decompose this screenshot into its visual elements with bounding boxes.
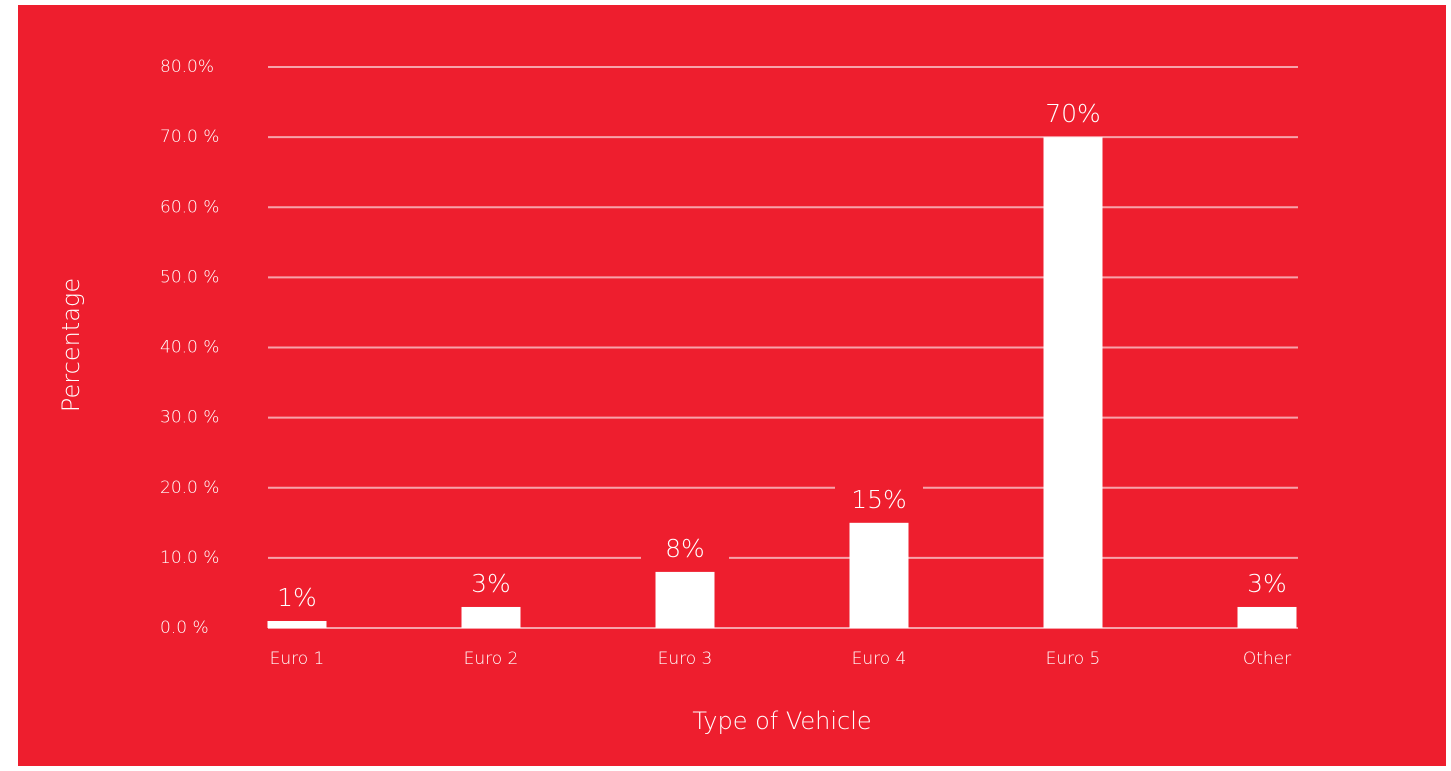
- data-label: 15%: [851, 485, 907, 514]
- bar: [1237, 606, 1297, 628]
- y-tick-label: 50.0 %: [160, 267, 219, 287]
- data-label-background: [447, 566, 535, 603]
- x-tick-label: Euro 4: [852, 649, 907, 669]
- x-tick-label: Euro 3: [658, 649, 713, 669]
- y-tick-label: 30.0 %: [160, 408, 219, 428]
- y-tick-label: 0.0 %: [160, 618, 209, 638]
- y-tick-label: 80.0%: [160, 57, 214, 77]
- x-axis-title: Type of Vehicle: [692, 707, 871, 735]
- bar: [267, 620, 327, 628]
- x-tick-label: Euro 1: [270, 649, 325, 669]
- y-axis-title: Percentage: [57, 278, 85, 412]
- bar: [849, 522, 909, 628]
- y-tick-label: 40.0 %: [160, 338, 219, 358]
- bar: [655, 571, 715, 628]
- y-tick-label: 70.0 %: [160, 127, 219, 147]
- data-label: 8%: [665, 534, 705, 563]
- y-tick-label: 10.0 %: [160, 548, 219, 568]
- y-tick-label: 20.0 %: [160, 478, 219, 498]
- bar: [461, 606, 521, 628]
- y-tick-label: 60.0 %: [160, 197, 219, 217]
- x-tick-label: Euro 2: [464, 649, 519, 669]
- data-label-background: [835, 482, 923, 519]
- bar: [1043, 137, 1103, 628]
- x-tick-label: Other: [1243, 649, 1291, 669]
- data-label: 3%: [471, 569, 511, 598]
- chart-background: [18, 5, 1446, 766]
- data-label: 1%: [277, 583, 317, 612]
- data-label: 70%: [1045, 99, 1101, 128]
- x-tick-label: Euro 5: [1046, 649, 1101, 669]
- data-label: 3%: [1247, 569, 1287, 598]
- data-label-background: [253, 580, 341, 617]
- data-label-background: [641, 531, 729, 568]
- data-label-background: [1029, 97, 1117, 134]
- data-label-background: [1223, 566, 1311, 603]
